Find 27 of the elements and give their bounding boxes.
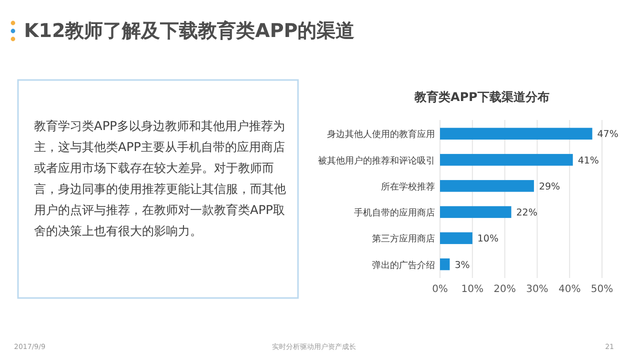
x-tick-label: 30%	[526, 284, 548, 295]
data-label: 47%	[597, 129, 618, 140]
bar	[440, 180, 534, 192]
x-tick-label: 40%	[558, 284, 581, 295]
y-tick-label: 被其他用户的推荐和评论吸引	[318, 155, 435, 166]
data-label: 41%	[578, 155, 599, 166]
y-tick-label: 弹出的广告介绍	[372, 260, 435, 271]
y-tick-label: 所在学校推荐	[381, 181, 435, 192]
x-tick-label: 20%	[494, 284, 516, 295]
data-label: 29%	[538, 181, 560, 192]
chart-subtitle: 教育类APP下载渠道分布	[414, 90, 550, 104]
data-label: 10%	[477, 234, 499, 245]
x-tick-label: 10%	[461, 284, 484, 295]
y-tick-label: 第三方应用商店	[372, 234, 435, 245]
bar	[440, 258, 450, 270]
y-tick-label: 身边其他人使用的教育应用	[327, 129, 435, 140]
bar	[440, 128, 592, 140]
x-tick-label: 0%	[432, 284, 448, 295]
x-tick-label: 50%	[590, 284, 614, 295]
data-label: 22%	[516, 208, 538, 219]
bar	[440, 206, 512, 218]
data-label: 3%	[454, 260, 470, 271]
bar	[440, 154, 573, 166]
text: K12教师了解及下载教育类APP的渠道	[24, 20, 355, 42]
bar	[440, 232, 472, 244]
text: 教育学习类APP多以身边教师和其他用户推荐为主，这与其他类APP主要从手机自带的应用商店或者应用市场下载存在较大差异。对于教师而言，身边同事的使用推荐更能让其信服，而其他用户的点评与推荐，在教师对一款教育类APP取舍的决策上也有很大的影响力。	[34, 118, 286, 240]
y-tick-label: 手机自带的应用商店	[354, 208, 435, 219]
